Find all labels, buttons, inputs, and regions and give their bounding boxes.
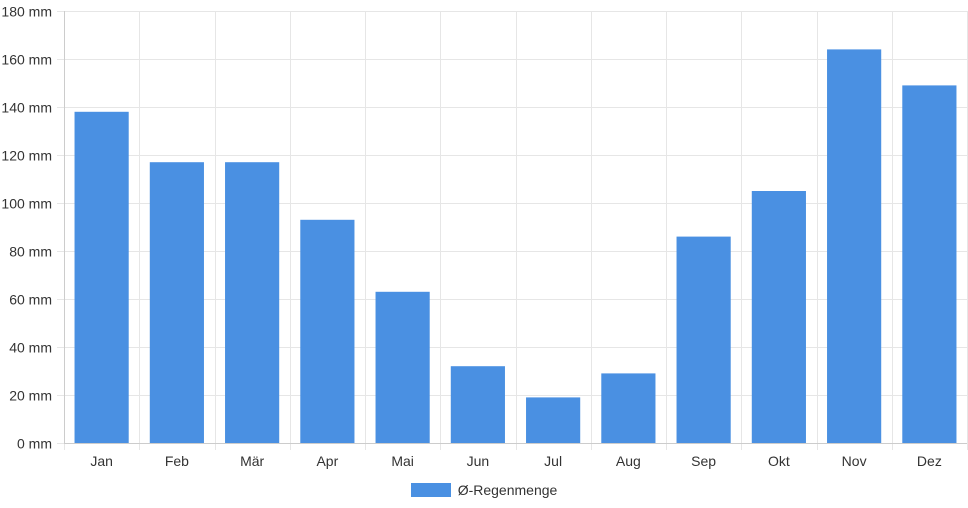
bar-nov (827, 49, 882, 444)
x-tick-label-sep: Sep (691, 453, 716, 469)
bar-mär (225, 162, 280, 443)
bar-feb (149, 162, 204, 443)
bars (74, 49, 957, 444)
bar-jun (450, 366, 505, 443)
x-tick-label-jan: Jan (90, 453, 113, 469)
bar-apr (300, 219, 355, 443)
x-tick-label-jul: Jul (544, 453, 562, 469)
y-tick-label-20: 20 mm (9, 388, 52, 404)
y-axis-tick-labels: 0 mm 20 mm 40 mm 60 mm 80 mm 100 mm 120 mm 140 … (1, 4, 52, 452)
x-tick-label-aug: Aug (616, 453, 641, 469)
y-tick-label-180: 180 mm (1, 4, 52, 20)
x-tick-label-nov: Nov (842, 453, 867, 469)
bar-jul (526, 397, 581, 443)
legend-item-rainfall[interactable]: Ø-Regenmenge (410, 482, 558, 498)
bar-dez (902, 85, 957, 444)
legend-swatch (410, 483, 451, 497)
x-tick-label-okt: Okt (768, 453, 790, 469)
y-tick-label-140: 140 mm (1, 100, 52, 116)
y-tick-label-80: 80 mm (9, 244, 52, 260)
x-tick-label-feb: Feb (165, 453, 189, 469)
bar-okt (751, 191, 806, 443)
legend: Ø-Regenmenge (0, 481, 968, 499)
bar-jan (74, 111, 129, 444)
bar-mai (375, 291, 430, 443)
x-axis-tick-labels: Jan Feb Mär Apr Mai Jun Jul Aug Sep Okt Nov Dez (90, 453, 941, 469)
y-tick-label-160: 160 mm (1, 52, 52, 68)
chart-canvas: 0 mm 20 mm 40 mm 60 mm 80 mm 100 mm 120 mm 140 … (1, 4, 968, 469)
y-tick-label-60: 60 mm (9, 292, 52, 308)
x-tick-label-mär: Mär (240, 453, 264, 469)
x-tick-label-mai: Mai (391, 453, 414, 469)
x-tick-label-jun: Jun (467, 453, 490, 469)
y-tick-label-40: 40 mm (9, 340, 52, 356)
axes (64, 11, 967, 444)
y-tick-label-120: 120 mm (1, 148, 52, 164)
y-tick-label-100: 100 mm (1, 196, 52, 212)
bar-aug (601, 373, 656, 443)
y-tick-label-0: 0 mm (17, 436, 52, 452)
bar-sep (676, 236, 731, 443)
x-tick-label-dez: Dez (917, 453, 942, 469)
x-tick-label-apr: Apr (316, 453, 338, 469)
legend-label: Ø-Regenmenge (457, 482, 558, 498)
